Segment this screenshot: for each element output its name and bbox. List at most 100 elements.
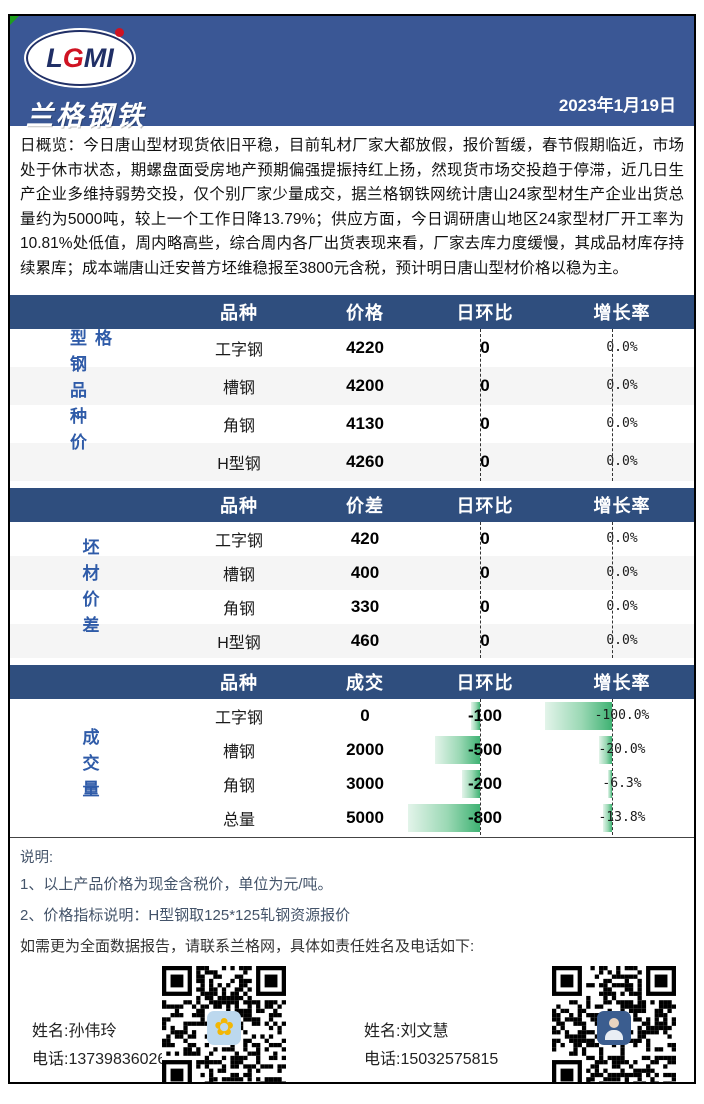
daychange-zero-axis <box>480 698 481 835</box>
table-row: 槽钢 2000 -500 -20.0% <box>10 733 694 767</box>
qr-code-avatar <box>550 965 678 1082</box>
growthrate-cell: -6.3% <box>602 776 642 792</box>
price-cell: 4260 <box>346 451 384 471</box>
logo-letter: G <box>62 42 84 73</box>
col-header-variety: 品种 <box>220 495 258 516</box>
contact-phone: 电话:15032575815 <box>364 1050 499 1068</box>
daychange-zero-axis <box>480 521 481 658</box>
table-header-row: 品种 价差 日环比 增长率 <box>10 487 694 522</box>
table-section-spread: 品种 价差 日环比 增长率 坯材价差 工字钢 420 0 0.0% 槽钢 400… <box>10 487 694 658</box>
table-row: 槽钢 400 0 0.0% <box>10 555 694 590</box>
rate-databar <box>598 735 612 764</box>
table-body: 成交量 工字钢 0 -100 -100.0% 槽钢 2000 -500 -20.… <box>10 698 694 835</box>
table-row: H型钢 460 0 0.0% <box>10 623 694 658</box>
growthrate-cell: 0.0% <box>606 633 638 649</box>
variety-cell: 工字钢 <box>214 709 263 727</box>
variety-cell: 角钢 <box>222 417 255 435</box>
growthrate-cell: 0.0% <box>606 599 638 615</box>
green-corner-marker <box>10 16 19 25</box>
col-header-spread: 价差 <box>346 495 384 516</box>
variety-cell: 总量 <box>222 811 255 829</box>
daily-overview-text: 日概览：今日唐山型材现货依旧平稳，目前轧材厂家大都放假，报价暂缓，春节假期临近，… <box>20 137 684 277</box>
report-date: 2023年1月19日 <box>558 96 676 115</box>
volume-cell: 5000 <box>346 807 384 827</box>
table-row: 工字钢 4220 0 0.0% <box>10 329 694 367</box>
col-header-price: 价格 <box>346 302 384 323</box>
logo-letter: I <box>106 42 114 73</box>
volume-cell: 0 <box>360 705 370 725</box>
table-row: 槽钢 4200 0 0.0% <box>10 366 694 405</box>
section-label-volume: 成交量 <box>79 727 99 806</box>
notes-title: 说明: <box>20 849 54 866</box>
spread-cell: 330 <box>350 596 380 616</box>
table-body: 型钢品种价格 工字钢 4220 0 0.0% 槽钢 4200 0 0.0% <box>10 328 694 481</box>
rate-databar <box>602 803 612 832</box>
daychange-cell: -100 <box>467 705 503 725</box>
contact-instruction: 如需更为全面数据报告，请联系兰格网，具体如责任姓名及电话如下: <box>20 937 475 955</box>
logo-letter: M <box>83 42 107 73</box>
volume-cell: 2000 <box>346 739 384 759</box>
table-row: 角钢 4130 0 0.0% <box>10 405 694 443</box>
col-header-variety: 品种 <box>220 302 258 323</box>
variety-cell: 槽钢 <box>222 379 255 397</box>
growthrate-cell: 0.0% <box>606 378 638 394</box>
daychange-cell: 0 <box>480 337 490 357</box>
contact-name: 姓名:孙伟玲 <box>32 1022 117 1040</box>
price-cell: 4220 <box>346 337 384 357</box>
daychange-cell: -500 <box>467 739 503 759</box>
growthrate-cell: -13.8% <box>598 810 646 826</box>
daychange-cell: 0 <box>480 451 490 471</box>
logo-letter: L <box>46 42 63 73</box>
table-row: H型钢 4260 0 0.0% <box>10 442 694 481</box>
daychange-cell: 0 <box>480 596 490 616</box>
daychange-cell: 0 <box>480 413 490 433</box>
variety-cell: H型钢 <box>217 455 261 473</box>
price-cell: 4130 <box>346 413 384 433</box>
logo-red-dot-icon <box>115 28 124 37</box>
growthrate-cell: 0.0% <box>606 416 638 432</box>
variety-cell: 角钢 <box>222 777 255 795</box>
table-row: 工字钢 420 0 0.0% <box>10 522 694 556</box>
growthrate-zero-axis <box>612 521 613 658</box>
contacts-row: 姓名:孙伟玲 电话:13739836026 ✿ 姓名:刘文慧 电话:150325… <box>10 956 694 1082</box>
contact-name: 姓名:刘文慧 <box>364 1022 449 1040</box>
col-header-daychange: 日环比 <box>456 672 514 693</box>
growthrate-cell: 0.0% <box>606 565 638 581</box>
variety-cell: H型钢 <box>217 634 261 652</box>
growthrate-zero-axis <box>612 328 613 481</box>
growthrate-cell: 0.0% <box>606 454 638 470</box>
variety-cell: 角钢 <box>222 600 255 618</box>
qr-code-sun: ✿ <box>160 965 288 1082</box>
col-header-variety: 品种 <box>220 672 258 693</box>
col-header-daychange: 日环比 <box>456 302 514 323</box>
person-avatar-icon <box>597 1010 631 1045</box>
table-row: 总量 5000 -800 -13.8% <box>10 801 694 835</box>
variety-cell: 工字钢 <box>214 532 263 550</box>
daychange-zero-axis <box>480 328 481 481</box>
section-label-prices: 型钢品种价格 <box>67 328 111 459</box>
col-header-growthrate: 增长率 <box>593 302 651 323</box>
company-name: 兰格钢铁 <box>26 101 146 132</box>
growthrate-cell: -100.0% <box>594 708 650 724</box>
daychange-cell: 0 <box>480 528 490 548</box>
spread-cell: 460 <box>350 630 380 650</box>
daychange-cell: 0 <box>480 630 490 650</box>
change-databar <box>471 701 480 730</box>
col-header-daychange: 日环比 <box>456 495 514 516</box>
variety-cell: 槽钢 <box>222 566 255 584</box>
growthrate-zero-axis <box>612 698 613 835</box>
daychange-cell: 0 <box>480 562 490 582</box>
spread-cell: 420 <box>350 528 380 548</box>
table-header-row: 品种 价格 日环比 增长率 <box>10 294 694 329</box>
table-section-volume: 品种 成交 日环比 增长率 成交量 工字钢 0 -100 -100.0% 槽钢 … <box>10 664 694 835</box>
contact-phone: 电话:13739836026 <box>32 1050 167 1068</box>
col-header-volume: 成交 <box>346 672 384 693</box>
variety-cell: 槽钢 <box>222 743 255 761</box>
daychange-cell: 0 <box>480 375 490 395</box>
daychange-cell: -800 <box>467 807 503 827</box>
note-item: 1、以上产品价格为现金含税价，单位为元/吨。 <box>20 875 333 893</box>
